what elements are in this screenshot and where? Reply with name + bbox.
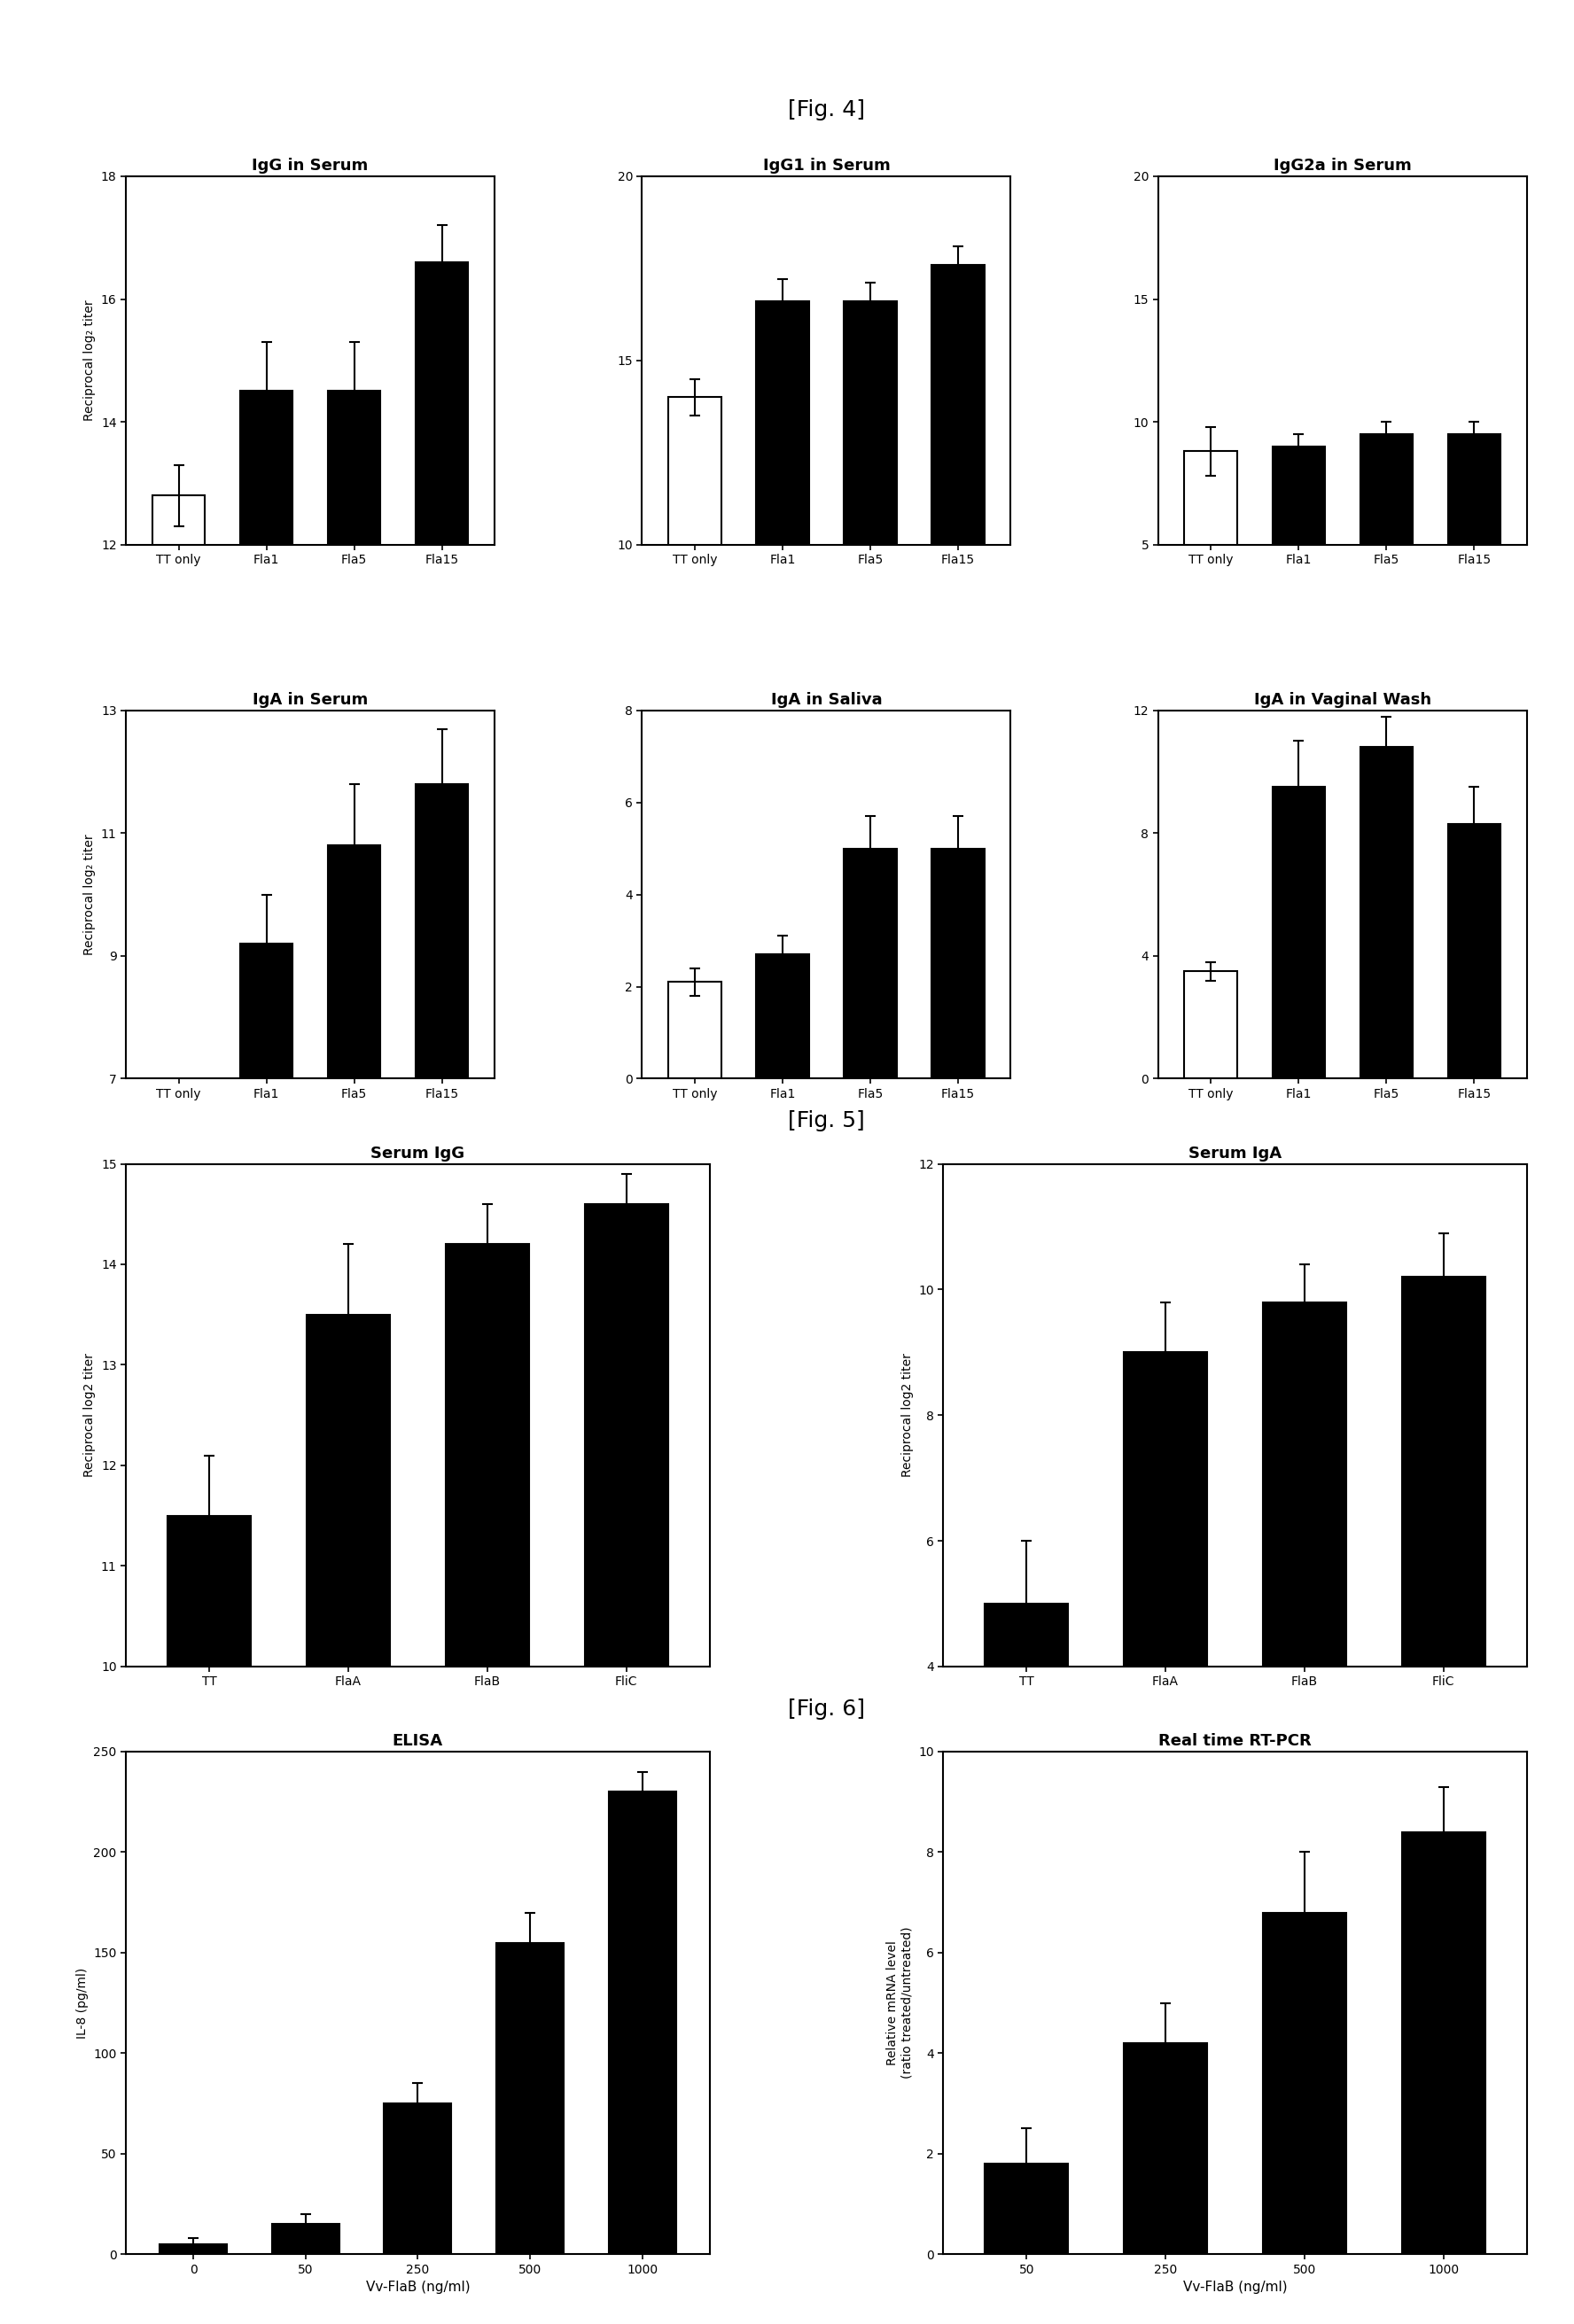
Bar <box>327 846 381 1508</box>
Bar <box>1272 788 1325 1078</box>
Title: IgG in Serum: IgG in Serum <box>252 158 368 174</box>
Bar <box>1448 435 1500 667</box>
X-axis label: Vv-FlaB (ng/ml): Vv-FlaB (ng/ml) <box>1182 2280 1288 2294</box>
X-axis label: Vv-FlaB (ng/ml): Vv-FlaB (ng/ml) <box>365 2280 471 2294</box>
Bar <box>327 390 381 1281</box>
Bar <box>844 302 897 913</box>
Bar <box>669 983 721 1078</box>
Bar <box>1448 825 1500 1078</box>
Bar <box>1185 971 1237 1078</box>
Bar <box>384 2103 452 2254</box>
Bar <box>272 2224 338 2254</box>
Bar <box>609 1792 675 2254</box>
Bar <box>985 1604 1069 1917</box>
Text: [Fig. 4]: [Fig. 4] <box>789 100 864 121</box>
Bar <box>985 2164 1069 2254</box>
Bar <box>153 495 205 1281</box>
Bar <box>496 1943 563 2254</box>
Title: IgG2a in Serum: IgG2a in Serum <box>1273 158 1412 174</box>
Y-axis label: Reciprocal log2 titer: Reciprocal log2 titer <box>83 1353 96 1478</box>
Bar <box>1185 451 1237 667</box>
Bar <box>932 265 984 913</box>
Bar <box>1360 435 1413 667</box>
Text: [Fig. 5]: [Fig. 5] <box>789 1111 864 1132</box>
Bar <box>239 390 293 1281</box>
Title: IgA in Vaginal Wash: IgA in Vaginal Wash <box>1254 693 1431 709</box>
Y-axis label: Relative mRNA level
(ratio treated/untreated): Relative mRNA level (ratio treated/untre… <box>886 1927 913 2080</box>
Title: Real time RT-PCR: Real time RT-PCR <box>1158 1734 1311 1750</box>
Title: ELISA: ELISA <box>392 1734 442 1750</box>
Bar <box>756 955 809 1078</box>
Y-axis label: Reciprocal log2 titer: Reciprocal log2 titer <box>900 1353 913 1478</box>
Bar <box>416 783 467 1508</box>
Bar <box>1402 1831 1486 2254</box>
Title: Serum IgA: Serum IgA <box>1188 1146 1281 1162</box>
Bar <box>153 1127 205 1508</box>
Title: IgA in Serum: IgA in Serum <box>252 693 368 709</box>
Bar <box>1272 446 1325 667</box>
Bar <box>1124 2043 1207 2254</box>
Bar <box>584 1204 667 2324</box>
Bar <box>1262 1913 1346 2254</box>
Bar <box>1402 1276 1486 1917</box>
Text: [Fig. 6]: [Fig. 6] <box>789 1699 864 1720</box>
Bar <box>307 1315 390 2324</box>
Y-axis label: IL-8 (pg/ml): IL-8 (pg/ml) <box>76 1968 88 2038</box>
Bar <box>844 848 897 1078</box>
Bar <box>1262 1301 1346 1917</box>
Bar <box>159 2245 227 2254</box>
Bar <box>756 302 809 913</box>
Bar <box>669 397 721 913</box>
Title: IgA in Saliva: IgA in Saliva <box>771 693 881 709</box>
Y-axis label: Reciprocal log₂ titer: Reciprocal log₂ titer <box>83 834 96 955</box>
Bar <box>416 263 467 1281</box>
Bar <box>1360 746 1413 1078</box>
Title: Serum IgG: Serum IgG <box>371 1146 464 1162</box>
Bar <box>239 944 293 1508</box>
Y-axis label: Reciprocal log₂ titer: Reciprocal log₂ titer <box>83 300 96 421</box>
Bar <box>932 848 984 1078</box>
Bar <box>1124 1353 1207 1917</box>
Bar <box>445 1243 529 2324</box>
Title: IgG1 in Serum: IgG1 in Serum <box>763 158 889 174</box>
Bar <box>167 1515 250 2324</box>
